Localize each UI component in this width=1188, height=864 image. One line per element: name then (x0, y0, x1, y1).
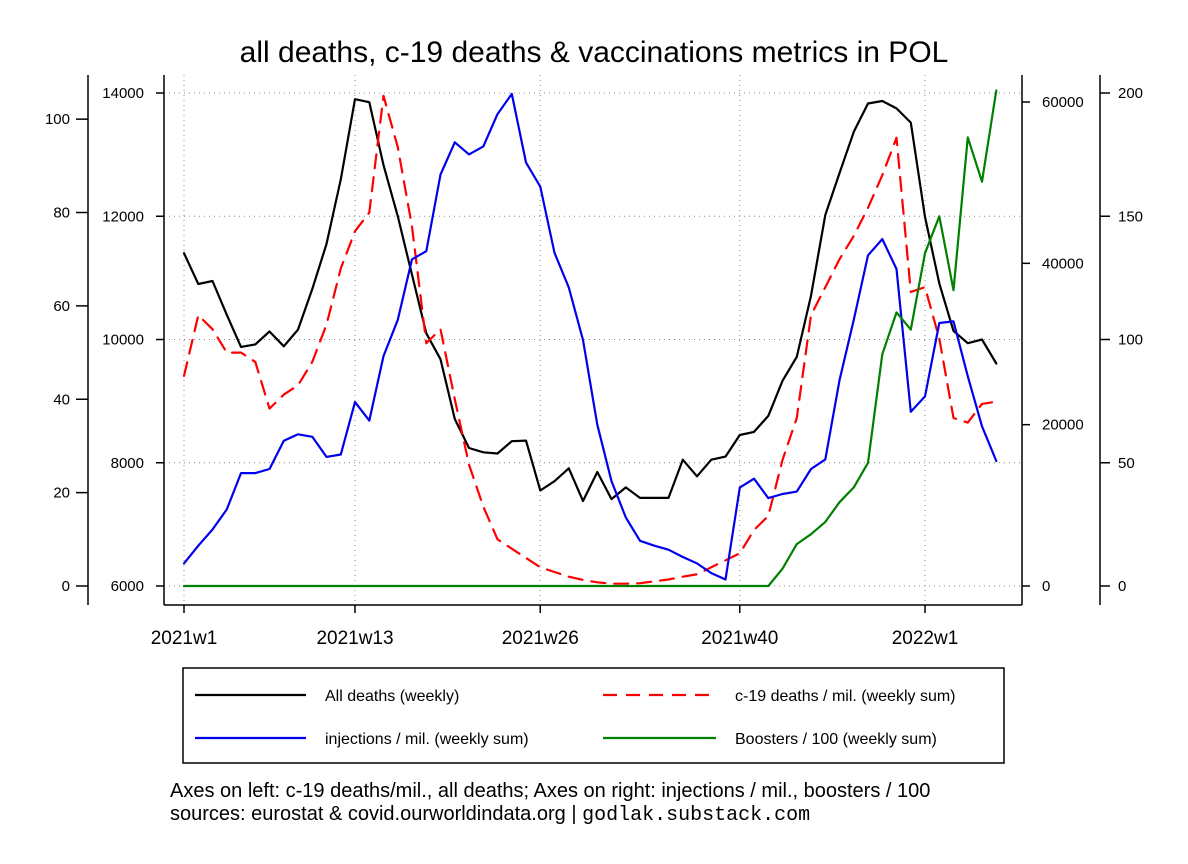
series-line-c-19-deaths-mil-weekly-sum (182, 94, 998, 585)
x-tick-label-2: 2021w26 (502, 628, 579, 649)
legend-label-c-19-deaths-mil-weekly-sum: c-19 deaths / mil. (weekly sum) (735, 688, 956, 705)
tick-label-c19-4: 80 (53, 205, 70, 222)
legend-box (182, 667, 1005, 764)
footer-credit: godlak.substack.com (582, 804, 811, 827)
tick-label-boosters-0: 0 (1118, 578, 1126, 595)
series-line-injections-mil-weekly-sum (182, 92, 998, 581)
tick-label-c19-0: 0 (62, 578, 70, 595)
x-tick-label-0: 2021w1 (151, 628, 218, 649)
tick-label-all-deaths-3: 12000 (102, 208, 144, 225)
chart-title: all deaths, c-19 deaths & vaccinations m… (240, 36, 949, 69)
gridlines (164, 75, 1022, 605)
tick-label-injections-1: 20000 (1042, 417, 1084, 434)
tick-label-injections-2: 40000 (1042, 255, 1084, 272)
series-group (182, 89, 998, 588)
tick-label-c19-2: 40 (53, 391, 70, 408)
tick-label-injections-3: 60000 (1042, 94, 1084, 111)
x-tick-label-3: 2021w40 (701, 628, 778, 649)
tick-label-c19-1: 20 (53, 485, 70, 502)
tick-label-boosters-3: 150 (1118, 208, 1143, 225)
tick-label-c19-5: 100 (45, 111, 70, 128)
legend-label-injections-mil-weekly-sum: injections / mil. (weekly sum) (325, 731, 529, 748)
tick-label-all-deaths-4: 14000 (102, 85, 144, 102)
tick-label-injections-0: 0 (1042, 578, 1050, 595)
tick-label-boosters-1: 50 (1118, 455, 1135, 472)
tick-label-all-deaths-0: 6000 (111, 578, 144, 595)
tick-label-all-deaths-2: 10000 (102, 332, 144, 349)
tick-label-all-deaths-1: 8000 (111, 455, 144, 472)
tick-label-c19-3: 60 (53, 298, 70, 315)
tick-label-boosters-2: 100 (1118, 332, 1143, 349)
footer-axes-note: Axes on left: c-19 deaths/mil., all deat… (170, 780, 931, 802)
footer-sources-text: sources: eurostat & covid.ourworldindata… (170, 803, 577, 825)
legend-label-boosters-100-weekly-sum: Boosters / 100 (weekly sum) (735, 731, 937, 748)
axes: 0204060801006000800010000120001400002000… (45, 75, 1143, 649)
x-tick-label-1: 2021w13 (316, 628, 393, 649)
series-line-boosters-100-weekly-sum (182, 89, 998, 588)
tick-label-boosters-4: 200 (1118, 85, 1143, 102)
legend: All deaths (weekly) c-19 deaths / mil. (w… (182, 667, 1005, 764)
footer-sources: sources: eurostat & covid.ourworldindata… (170, 803, 810, 827)
x-tick-label-4: 2022w1 (892, 628, 959, 649)
legend-label-all-deaths-weekly: All deaths (weekly) (325, 688, 459, 705)
series-line-all-deaths-weekly (182, 98, 998, 503)
